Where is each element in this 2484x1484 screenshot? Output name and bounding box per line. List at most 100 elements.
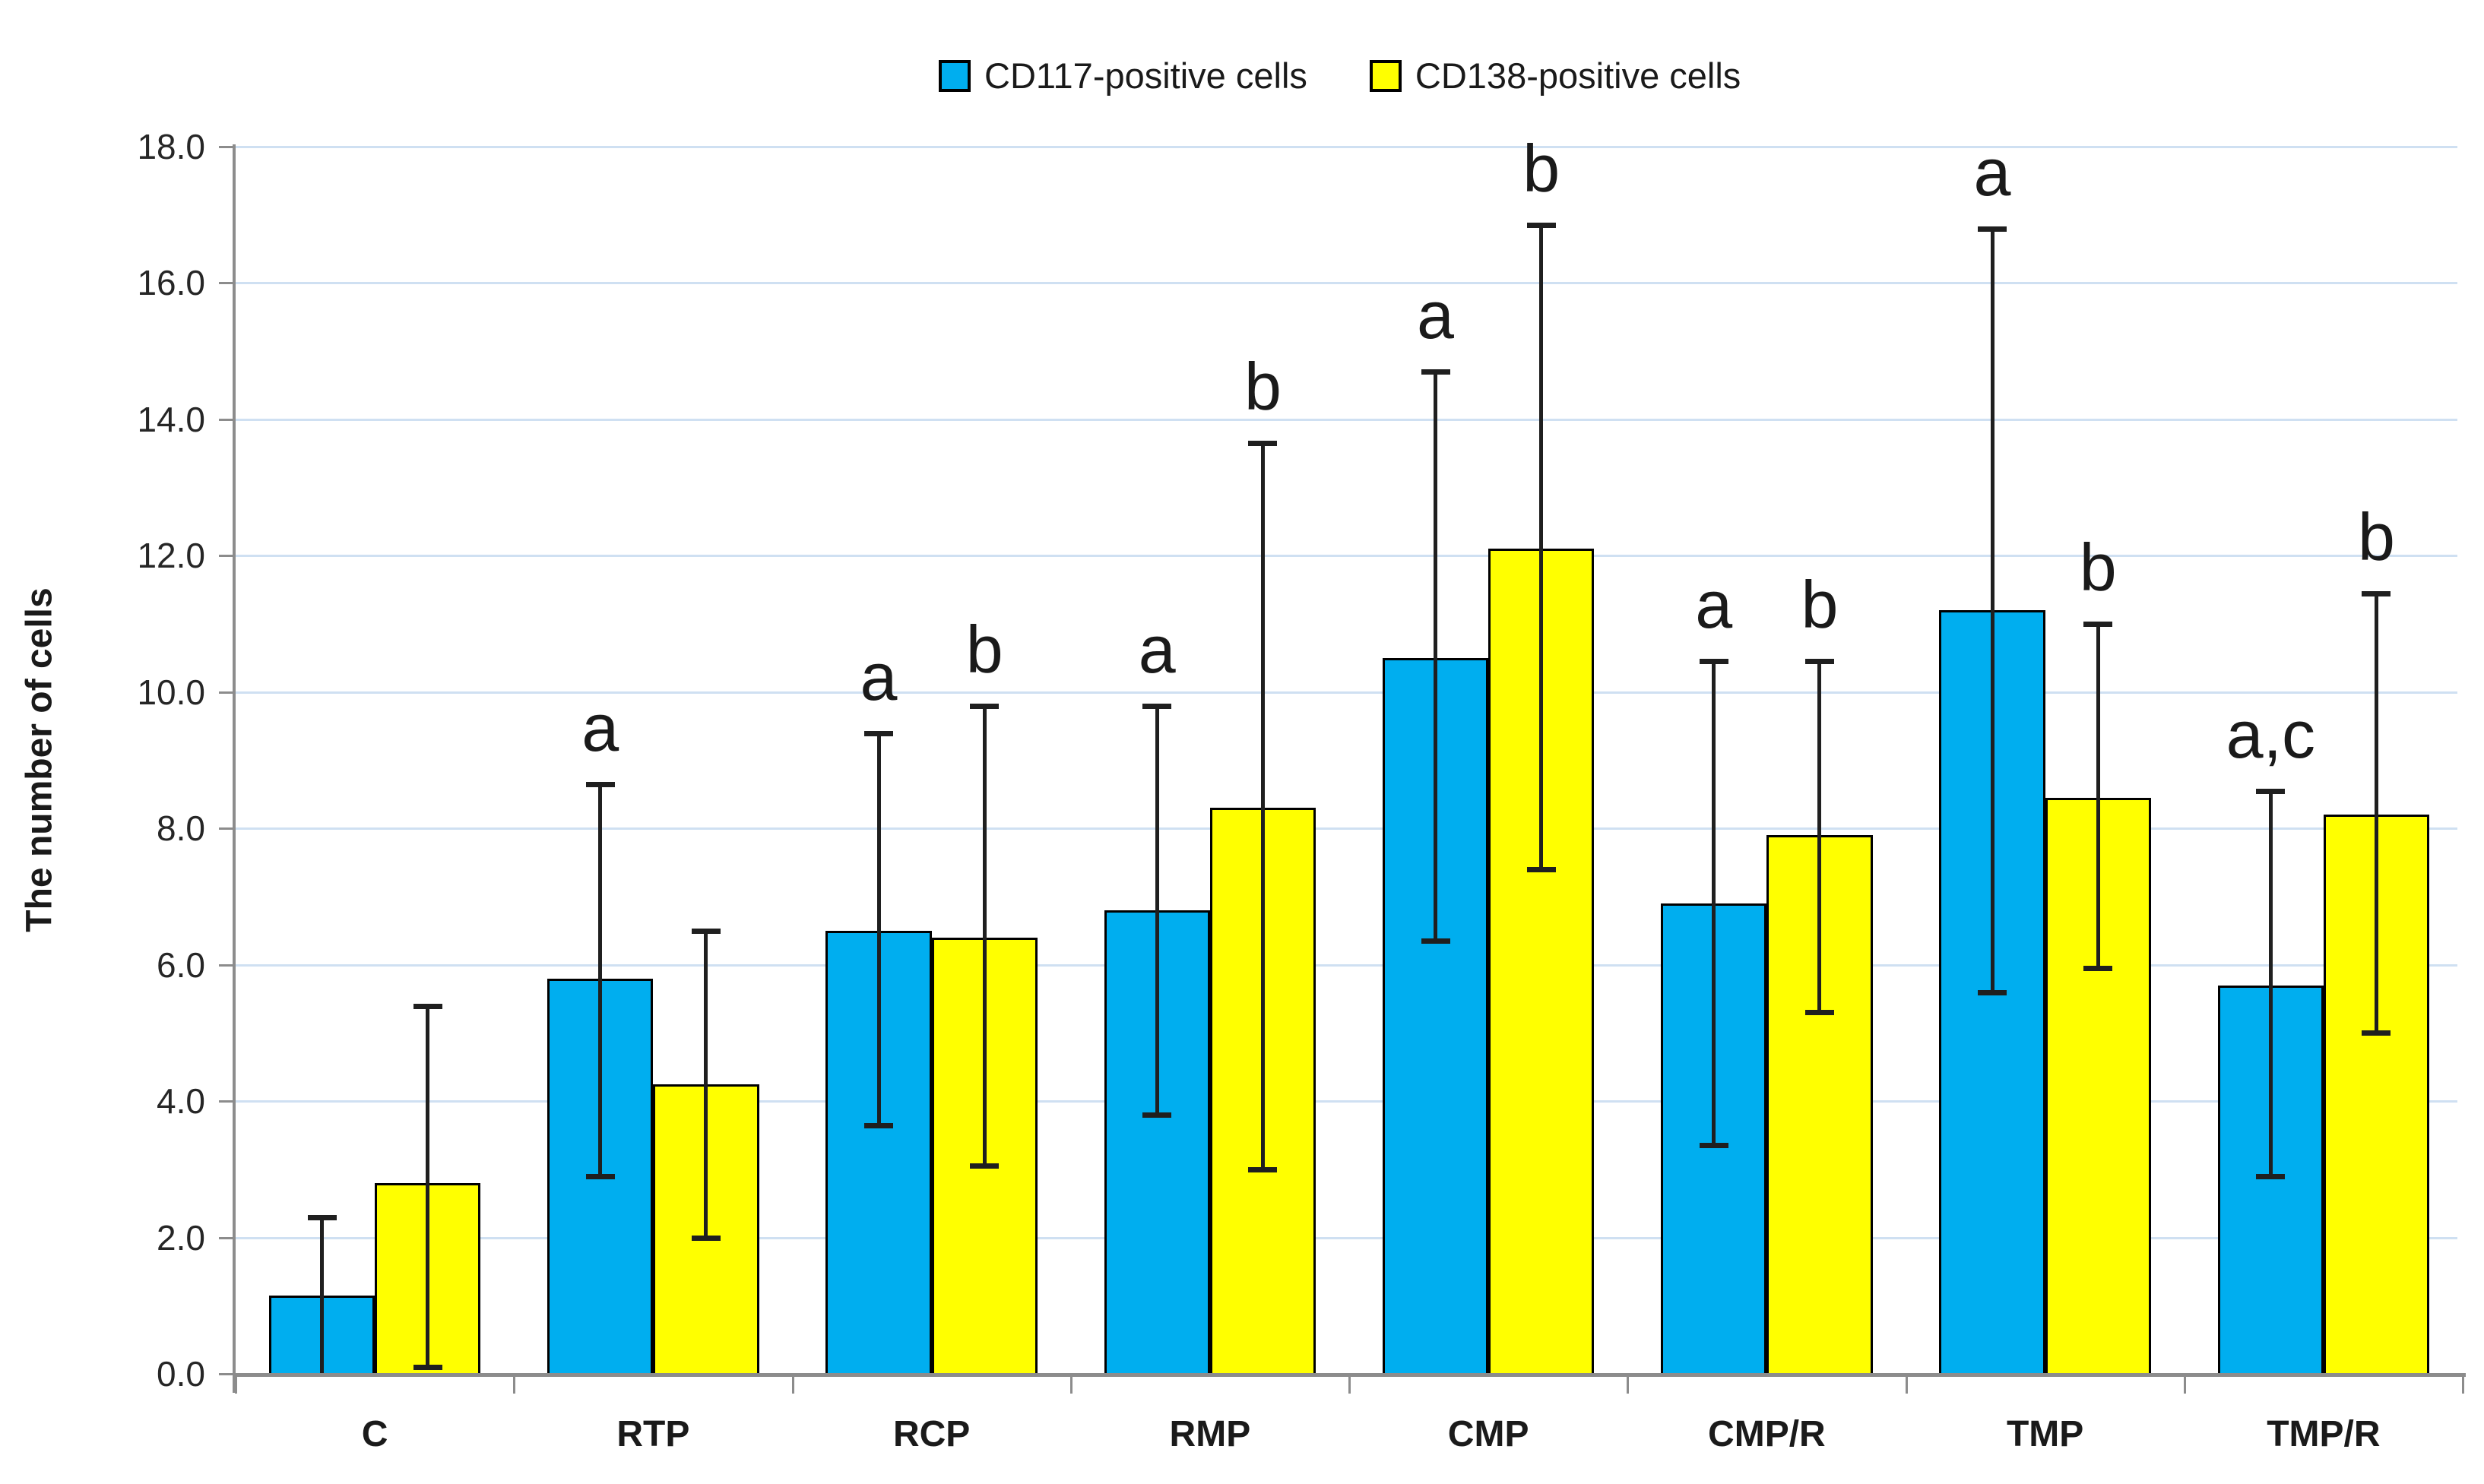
error-bar-cap-top xyxy=(585,781,615,787)
error-bar-cap-top xyxy=(1699,659,1728,665)
y-tick-label: 16.0 xyxy=(137,263,205,303)
significance-letter: b xyxy=(2079,530,2117,606)
error-bar xyxy=(320,1217,325,1374)
error-bar xyxy=(2374,593,2378,1033)
significance-letter: a,c xyxy=(2226,696,2315,772)
y-tick-label: 8.0 xyxy=(157,808,205,849)
error-bar xyxy=(704,930,708,1238)
x-category-label-rtp: RTP xyxy=(616,1414,690,1454)
error-bar xyxy=(876,733,881,1125)
y-tick-label: 2.0 xyxy=(157,1217,205,1258)
significance-letter: a xyxy=(1973,134,2011,210)
legend-item-1[interactable]: CD138-positive cells xyxy=(1369,55,1741,97)
error-bar-cap-bottom xyxy=(970,1163,1000,1169)
y-tick-label: 4.0 xyxy=(157,1081,205,1122)
y-tick xyxy=(219,691,233,694)
significance-letter: b xyxy=(2357,498,2395,574)
gridline-18 xyxy=(236,146,2457,148)
x-tick xyxy=(1627,1374,1630,1394)
legend-item-0[interactable]: CD117-positive cells xyxy=(939,55,1307,97)
y-tick xyxy=(219,1373,233,1375)
x-tick xyxy=(513,1374,516,1394)
y-tick xyxy=(219,1100,233,1103)
error-bar-cap-top xyxy=(1804,659,1834,665)
error-bar xyxy=(1539,225,1544,870)
error-bar-cap-bottom xyxy=(413,1365,442,1371)
error-bar-cap-bottom xyxy=(1248,1166,1278,1172)
x-category-label-rmp: RMP xyxy=(1169,1414,1251,1454)
error-bar-cap-bottom xyxy=(2256,1173,2286,1179)
error-bar xyxy=(2096,624,2100,969)
error-bar-cap-bottom xyxy=(864,1122,894,1128)
y-tick-label: 10.0 xyxy=(137,672,205,712)
x-category-label-c: C xyxy=(361,1414,388,1454)
error-bar-cap-bottom xyxy=(1804,1010,1834,1016)
error-bar xyxy=(1260,443,1265,1169)
error-bar-cap-top xyxy=(1248,441,1278,447)
error-bar-cap-top xyxy=(970,703,1000,709)
significance-letter: a xyxy=(1138,611,1176,687)
x-category-label-cmp-r: CMP/R xyxy=(1708,1414,1826,1454)
y-tick xyxy=(219,827,233,831)
error-bar xyxy=(1434,372,1438,941)
error-bar xyxy=(1990,228,1994,992)
error-bar xyxy=(426,1005,430,1368)
error-bar-cap-bottom xyxy=(2362,1030,2391,1036)
y-tick-label: 14.0 xyxy=(137,399,205,439)
significance-letter: a xyxy=(1417,277,1455,353)
error-bar-cap-bottom xyxy=(1142,1112,1172,1119)
y-tick-label: 12.0 xyxy=(137,536,205,576)
error-bar-cap-bottom xyxy=(585,1173,615,1179)
x-category-label-tmp: TMP xyxy=(2006,1414,2084,1454)
y-tick-label: 0.0 xyxy=(157,1354,205,1394)
y-tick xyxy=(219,555,233,558)
significance-letter: b xyxy=(1801,567,1839,643)
gridline-14 xyxy=(236,418,2457,421)
y-tick-label: 18.0 xyxy=(137,127,205,166)
error-bar-cap-top xyxy=(1526,223,1556,229)
error-bar-cap-bottom xyxy=(1421,938,1450,945)
significance-letter: a xyxy=(581,689,619,765)
error-bar xyxy=(1155,705,1159,1115)
gridline-2 xyxy=(236,1236,2457,1239)
error-bar-cap-top xyxy=(2362,590,2391,596)
legend-label: CD138-positive cells xyxy=(1415,55,1741,96)
x-tick xyxy=(235,1374,237,1394)
error-bar-cap-bottom xyxy=(1978,989,2007,995)
error-bar-cap-top xyxy=(413,1003,442,1009)
gridline-4 xyxy=(236,1100,2457,1103)
x-tick xyxy=(1069,1374,1072,1394)
legend-swatch-icon xyxy=(939,59,971,92)
error-bar-cap-top xyxy=(2256,788,2286,794)
gridline-10 xyxy=(236,691,2457,694)
error-bar xyxy=(598,783,603,1176)
error-bar xyxy=(1817,661,1822,1013)
error-bar-cap-top xyxy=(2083,622,2113,628)
significance-letter: b xyxy=(1522,131,1560,207)
error-bar-cap-bottom xyxy=(691,1235,721,1241)
x-category-label-tmp-r: TMP/R xyxy=(2267,1414,2381,1454)
y-tick xyxy=(219,282,233,285)
x-tick xyxy=(791,1374,794,1394)
legend-swatch-icon xyxy=(1369,59,1402,92)
y-axis-line xyxy=(233,144,236,1393)
legend-label: CD117-positive cells xyxy=(984,55,1307,96)
gridline-12 xyxy=(236,555,2457,558)
legend: CD117-positive cells CD138-positive cells xyxy=(939,55,1741,97)
gridline-6 xyxy=(236,963,2457,967)
y-tick-label: 6.0 xyxy=(157,945,205,985)
error-bar xyxy=(2268,790,2273,1176)
error-bar xyxy=(982,705,987,1166)
x-tick xyxy=(2462,1374,2464,1394)
y-tick xyxy=(219,146,233,148)
error-bar xyxy=(1712,661,1716,1146)
y-axis-title: The number of cells xyxy=(19,587,60,932)
x-tick xyxy=(1905,1374,1908,1394)
error-bar-cap-bottom xyxy=(1699,1143,1728,1149)
x-tick xyxy=(1348,1374,1351,1394)
gridline-16 xyxy=(236,282,2457,285)
x-category-label-rcp: RCP xyxy=(892,1414,971,1454)
significance-letter: a xyxy=(860,638,898,714)
error-bar-cap-bottom xyxy=(2083,966,2113,972)
